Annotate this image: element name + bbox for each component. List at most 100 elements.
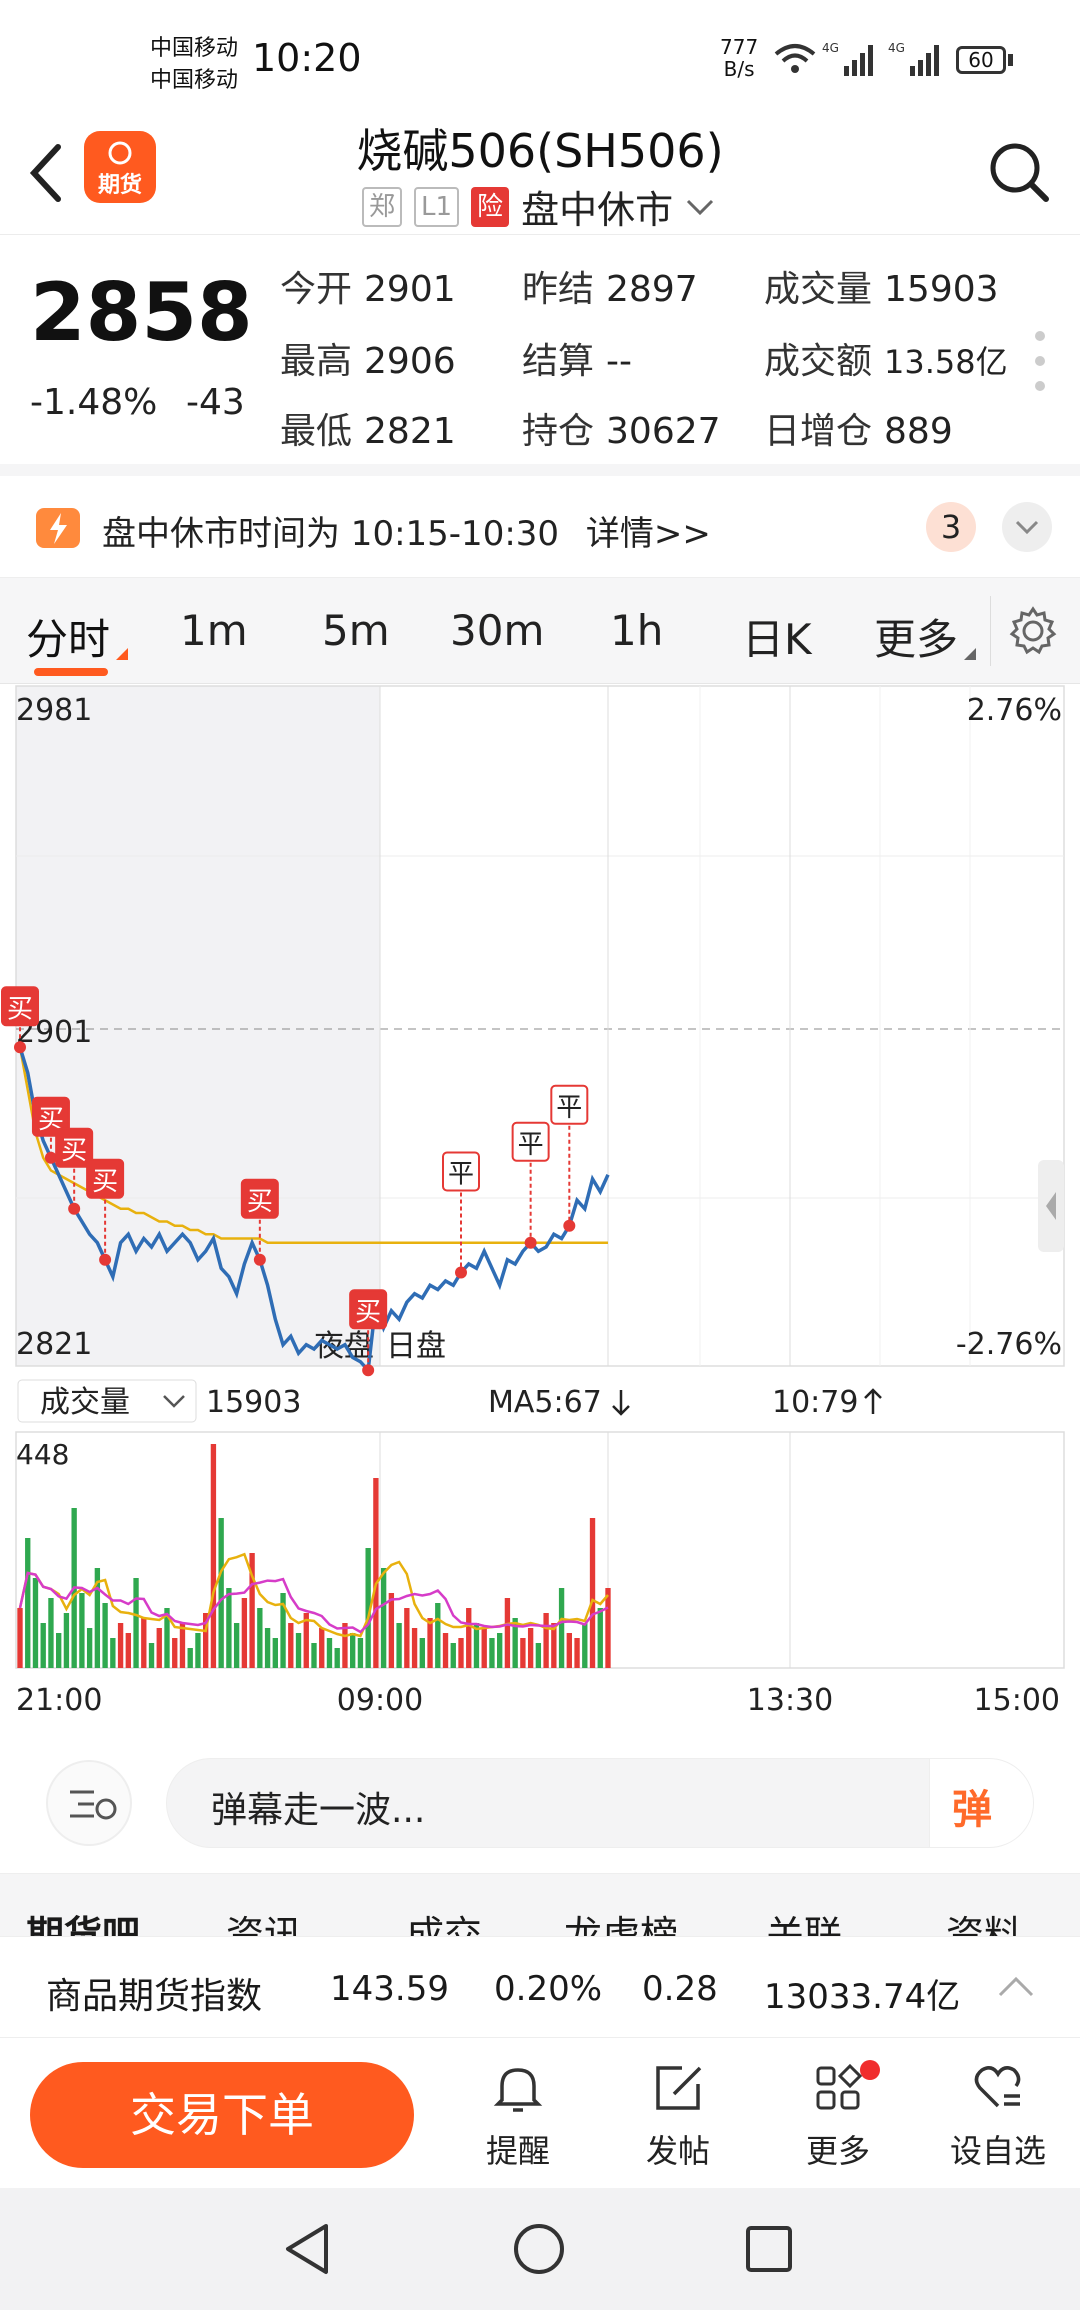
volume-bar	[249, 1553, 255, 1668]
timeshare-chart[interactable]: 2981 2901 2821 2.76% -2.76% 夜盘 日盘 买买买买买买…	[0, 684, 1080, 1728]
volume-bar	[411, 1628, 418, 1668]
volume-bar	[48, 1598, 54, 1668]
quote-field-volume: 成交量 15903	[764, 269, 999, 310]
search-icon[interactable]	[988, 141, 1052, 205]
close-marker: 平	[518, 1130, 544, 1160]
page-title: 烧碱506(SH506)	[356, 124, 724, 178]
volume-bar	[334, 1648, 340, 1668]
price-axis-low: 2821	[16, 1327, 92, 1362]
danmu-send-button[interactable]: 弹	[929, 1759, 1033, 1847]
volume-bar	[218, 1518, 224, 1668]
tab-5m[interactable]: 5m	[322, 606, 390, 655]
volume-ma-lines	[18, 1552, 609, 1638]
chevron-down-icon[interactable]	[685, 197, 715, 217]
tab-1h[interactable]: 1h	[610, 606, 664, 655]
volume-bar	[125, 1633, 131, 1668]
tab-daily-k[interactable]: 日K	[742, 615, 812, 664]
price-line-path	[18, 1046, 610, 1375]
tab-1m[interactable]: 1m	[180, 606, 248, 655]
volume-bar	[117, 1623, 124, 1668]
more-vertical-icon[interactable]	[1030, 326, 1050, 396]
marker-box	[55, 1127, 94, 1168]
tab-forum[interactable]: 期货吧	[26, 1913, 141, 1936]
volume-bar	[497, 1633, 503, 1668]
chevron-left-icon	[1046, 1192, 1056, 1220]
marker-box	[240, 1178, 279, 1219]
pct-axis-low: -2.76%	[956, 1327, 1062, 1362]
notice-bar[interactable]: 盘中休市时间为 10:15-10:30 详情>> 3	[0, 476, 1080, 578]
volume-bar	[365, 1548, 371, 1668]
volume-bar	[450, 1643, 456, 1668]
volume-bar	[210, 1444, 217, 1668]
close-marker: 平	[448, 1160, 474, 1190]
remind-button[interactable]: 提醒	[458, 2058, 578, 2172]
tab-dragon-tiger[interactable]: 龙虎榜	[564, 1913, 679, 1936]
chart-canvas[interactable]: 2981 2901 2821 2.76% -2.76% 夜盘 日盘 买买买买买买…	[0, 684, 1080, 1728]
volume-bar	[94, 1568, 101, 1668]
index-price: 143.59	[330, 1969, 449, 2009]
tab-profile[interactable]: 资料	[946, 1913, 1023, 1936]
notification-dot	[860, 2060, 880, 2080]
nav-back-icon[interactable]	[282, 2222, 332, 2276]
tab-more[interactable]: 更多	[874, 615, 959, 664]
volume-bar	[543, 1613, 549, 1668]
chevron-up-icon[interactable]	[996, 1975, 1036, 1999]
volume-bar	[489, 1638, 495, 1668]
volume-selector-label: 成交量	[40, 1385, 130, 1420]
header: 期货 烧碱506(SH506) 郑 L1 险 盘中休市	[0, 115, 1080, 235]
logo-leaf-icon	[108, 141, 132, 165]
volume-bar	[435, 1603, 441, 1668]
danmu-input[interactable]: 弹幕走一波... 弹	[166, 1758, 1034, 1848]
tab-related[interactable]: 关联	[766, 1913, 843, 1936]
volume-bar	[257, 1608, 263, 1668]
marker-box	[1, 986, 39, 1027]
notice-detail-link[interactable]: 详情>>	[585, 514, 711, 554]
carrier-label: 中国移动	[150, 36, 239, 61]
nav-home-icon[interactable]	[512, 2222, 566, 2276]
volume-bar	[133, 1578, 139, 1668]
tab-news[interactable]: 资讯	[226, 1913, 303, 1936]
net-speed: 777 B/s	[720, 35, 759, 81]
marker-dot	[253, 1253, 266, 1266]
volume-bar	[272, 1638, 278, 1668]
index-ticker[interactable]: 商品期货指数 143.59 0.20% 0.28 13033.74亿	[0, 1936, 1080, 2038]
add-watchlist-button[interactable]: 设自选	[938, 2058, 1058, 2172]
nav-recents-icon[interactable]	[744, 2224, 794, 2274]
danmu-settings-button[interactable]	[46, 1760, 132, 1846]
tab-timeshare[interactable]: 分时	[26, 615, 111, 664]
trade-order-button[interactable]: 交易下单	[30, 2062, 414, 2168]
volume-bar	[63, 1613, 70, 1668]
market-status[interactable]: 盘中休市	[521, 188, 674, 232]
marker-dot	[563, 1219, 576, 1232]
tab-30m[interactable]: 30m	[450, 606, 545, 655]
expand-button[interactable]	[1002, 502, 1052, 552]
clock: 10:20	[252, 36, 362, 80]
tab-trades[interactable]: 成交	[406, 1913, 483, 1936]
night-session-shade	[16, 686, 380, 1366]
gear-icon[interactable]	[1008, 606, 1058, 656]
notice-count-badge[interactable]: 3	[926, 502, 976, 552]
back-icon[interactable]	[28, 143, 64, 203]
arrow-down-icon	[612, 1390, 630, 1416]
volume-selector[interactable]	[17, 1379, 197, 1423]
volume-bar	[179, 1623, 186, 1668]
volume-bar	[582, 1623, 588, 1668]
status-bar: 中国移动 中国移动 10:20 777 B/s 4G 4G 60	[0, 0, 1080, 115]
marker-box	[31, 1096, 70, 1137]
post-button[interactable]: 发帖	[618, 2058, 738, 2172]
danmu-bar: 弹幕走一波... 弹	[0, 1728, 1080, 1874]
divider	[990, 596, 991, 666]
chart-tabs: 分时 1m 5m 30m 1h 日K 更多	[0, 578, 1080, 684]
marker-dot	[14, 1041, 26, 1054]
volume-bar	[380, 1568, 387, 1668]
quote-field-open: 今开 2901	[280, 269, 456, 310]
quote-field-open-interest: 持仓 30627	[522, 411, 721, 452]
volume-bar	[280, 1593, 286, 1668]
session-day-label: 日盘	[386, 1329, 446, 1364]
more-button[interactable]: 更多	[778, 2058, 898, 2172]
volume-bar	[148, 1643, 155, 1668]
volume-bar	[597, 1608, 603, 1668]
buy-marker: 买	[355, 1297, 381, 1327]
volume-bar	[56, 1633, 62, 1668]
svg-text:4G: 4G	[822, 41, 839, 55]
